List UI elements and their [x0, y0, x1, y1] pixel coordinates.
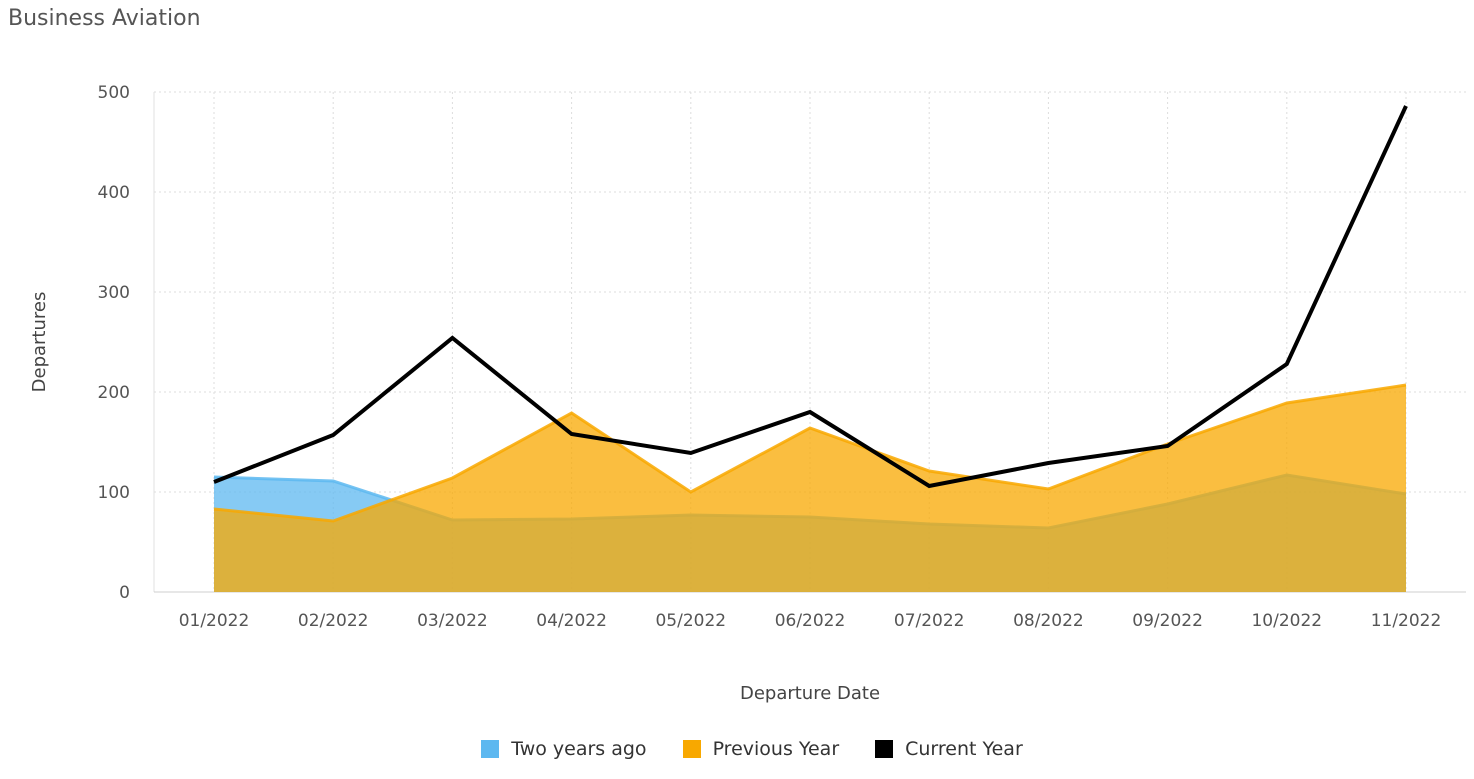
x-tick-label: 06/2022 [775, 611, 846, 631]
x-axis-title: Departure Date [740, 683, 880, 704]
y-tick-label: 100 [98, 483, 130, 503]
y-tick-label: 200 [98, 383, 130, 403]
x-tick-label: 01/2022 [179, 611, 250, 631]
x-tick-label: 10/2022 [1251, 611, 1322, 631]
area-series [213, 383, 1407, 592]
x-axis-ticks: 01/2022 02/2022 03/2022 04/2022 05/2022 06/20… [179, 611, 1442, 631]
x-tick-label: 09/2022 [1132, 611, 1203, 631]
legend-label: Two years ago [511, 738, 647, 760]
y-tick-label: 0 [119, 583, 130, 603]
chart-canvas: 0 100 200 300 400 500 01/2022 02/2022 03/2022 04… [29, 83, 1466, 704]
y-axis-ticks: 0 100 200 300 400 500 [98, 83, 130, 603]
area-previous-year [214, 385, 1406, 592]
x-tick-label: 05/2022 [655, 611, 726, 631]
y-tick-label: 500 [98, 83, 130, 103]
x-tick-label: 03/2022 [417, 611, 488, 631]
legend-item-current-year[interactable]: Current Year [875, 738, 1023, 760]
legend-swatch [682, 740, 701, 758]
legend-label: Current Year [905, 738, 1023, 760]
x-tick-label: 04/2022 [536, 611, 607, 631]
legend-swatch [875, 740, 894, 758]
legend-item-two-years-ago[interactable]: Two years ago [481, 738, 647, 760]
y-tick-label: 400 [98, 183, 130, 203]
chart-title: Business Aviation [8, 6, 201, 31]
legend-item-previous-year[interactable]: Previous Year [682, 738, 840, 760]
legend-label: Previous Year [712, 738, 840, 760]
y-tick-label: 300 [98, 283, 130, 303]
area-outline-previous-year [213, 383, 1407, 523]
line-current-year [213, 105, 1408, 489]
line-series [213, 105, 1408, 489]
x-tick-label: 02/2022 [298, 611, 369, 631]
y-axis-title: Departures [29, 292, 50, 393]
legend-swatch [481, 740, 500, 758]
legend: Two years ago Previous Year Current Year [0, 738, 1474, 760]
x-tick-label: 07/2022 [894, 611, 965, 631]
x-tick-label: 08/2022 [1013, 611, 1084, 631]
x-tick-label: 11/2022 [1371, 611, 1442, 631]
